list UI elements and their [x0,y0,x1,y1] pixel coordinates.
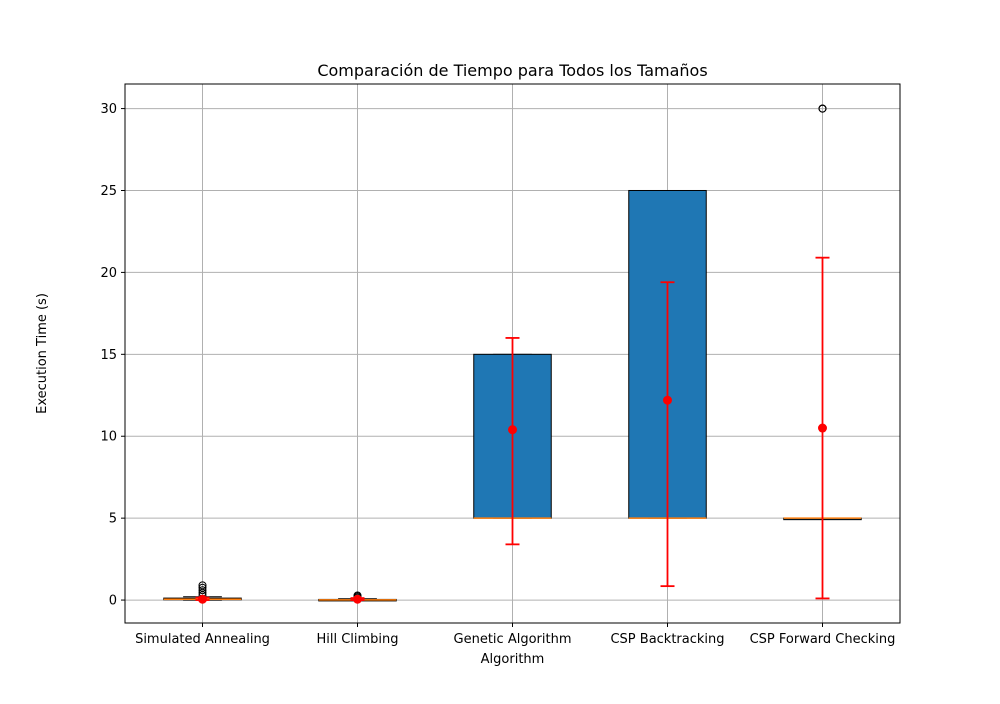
outlier-point [198,581,207,590]
mean-marker [818,423,827,433]
chart-title: Comparación de Tiempo para Todos los Tam… [317,61,707,80]
mean-marker [198,594,207,604]
mean-marker [663,395,672,405]
y-tick-label: 5 [109,512,117,527]
y-tick-label: 25 [100,184,117,199]
x-tick-label: CSP Backtracking [610,632,724,647]
y-axis-label: Execution Time (s) [35,293,50,414]
ticks-layer: 0 5 10 15 20 25 30 Simulated Annealing Hill Clim… [100,102,895,647]
y-tick-label: 10 [100,430,117,445]
outlier-point [198,586,207,595]
errorbar-layer [195,256,830,604]
x-axis-label: Algorithm [481,652,545,667]
mean-marker [508,425,517,435]
mean-marker [353,594,362,604]
y-tick-label: 30 [100,102,117,117]
y-tick-label: 20 [100,266,117,281]
x-tick-label: Genetic Algorithm [454,632,572,647]
outlier-point [198,583,207,592]
y-tick-label: 0 [109,594,117,609]
y-tick-label: 15 [100,348,117,363]
outlier-point [818,104,827,113]
x-tick-label: Simulated Annealing [135,632,270,647]
x-tick-label: CSP Forward Checking [750,632,896,647]
x-tick-label: Hill Climbing [316,632,398,647]
